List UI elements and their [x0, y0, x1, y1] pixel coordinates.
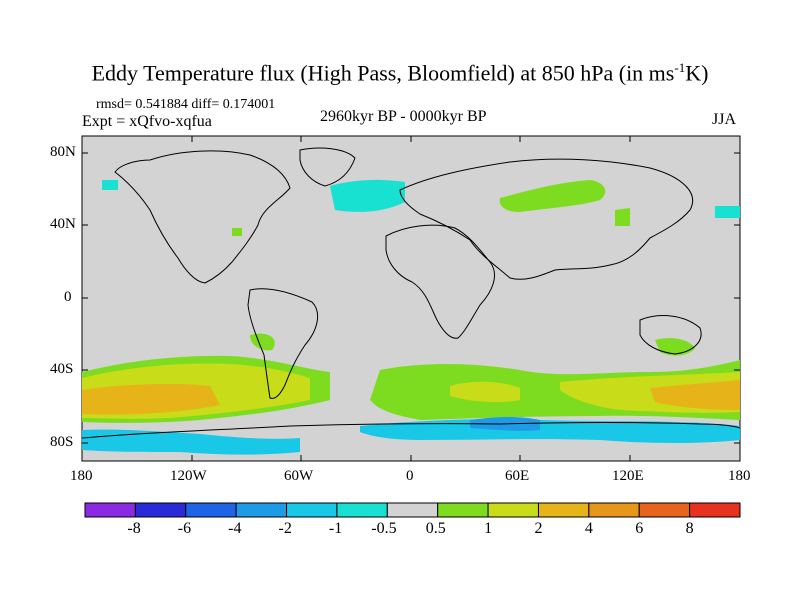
pacific-negative-patch: [715, 206, 740, 218]
colorbar-swatch: [235, 502, 288, 518]
season-label: JJA: [712, 111, 737, 128]
europe-positive-patch: [615, 208, 630, 226]
colorbar-label: 0.5: [425, 520, 446, 537]
colorbar-swatch: [588, 502, 640, 518]
lat-label-0: 0: [64, 289, 72, 305]
lon-label-60w: 60W: [284, 468, 314, 484]
colorbar-swatch: [437, 502, 489, 518]
atlantic-positive-patch: [232, 228, 242, 236]
colorbar-swatch: [638, 502, 691, 518]
lat-label-40s: 40S: [50, 361, 74, 377]
period-label: 2960kyr BP - 0000kyr BP: [320, 108, 487, 125]
colorbar-label: -4: [228, 520, 242, 537]
antarctica-coast: [81, 422, 741, 439]
colorbar-swatch: [185, 502, 237, 518]
north-atlantic-negative-patch: [330, 179, 405, 212]
experiment-label: Expt = xQfvo-xqfua: [82, 113, 212, 130]
colorbar-label: -6: [177, 520, 192, 537]
colorbar-label: 8: [685, 520, 694, 537]
colorbar-label: 4: [584, 520, 593, 537]
colorbar: [84, 502, 741, 518]
colorbar-label: 2: [534, 520, 543, 537]
lon-label-120w: 120W: [170, 468, 207, 484]
colorbar-label: -0.5: [371, 520, 397, 537]
southern-ocean-positive-band: [82, 355, 740, 423]
lon-label-0: 0: [406, 468, 414, 484]
lon-ticks: [81, 136, 741, 461]
lon-label-60e: 60E: [505, 468, 530, 484]
antarctic-coast-negative-band: [82, 417, 740, 455]
lon-label-180-right: 180: [728, 468, 751, 484]
lat-ticks: [82, 152, 740, 444]
colorbar-swatch: [336, 502, 388, 518]
south-america-coast: [247, 288, 319, 399]
figure-title: Eddy Temperature flux (High Pass, Bloomf…: [91, 60, 709, 86]
colorbar-swatch: [689, 502, 741, 518]
greenland-coast: [299, 147, 356, 187]
eurasia-coast: [399, 158, 693, 280]
colorbar-label: -2: [278, 520, 292, 537]
africa-coast: [385, 224, 495, 339]
eurasia-positive-patch: [499, 180, 606, 212]
colorbar-swatch: [84, 502, 136, 518]
colorbar-swatch: [537, 502, 590, 518]
colorbar-label: 1: [484, 520, 493, 537]
south-atlantic-positive-patch: [250, 333, 275, 351]
colorbar-swatch: [134, 502, 187, 518]
lat-label-80n: 80N: [50, 144, 76, 160]
colorbar-label: 6: [635, 520, 644, 537]
colorbar-swatch: [487, 502, 539, 518]
colorbar-swatch: [386, 502, 439, 518]
lon-label-120e: 120E: [612, 468, 644, 484]
lon-label-180-left: 180: [70, 468, 93, 484]
lat-label-80s: 80S: [50, 434, 74, 450]
coastlines: [81, 147, 741, 439]
colorbar-label: -8: [127, 520, 141, 537]
north-america-coast: [114, 150, 291, 284]
australia-coast: [639, 315, 702, 355]
australia-positive-patch: [655, 338, 695, 356]
stats-label: rmsd= 0.541884 diff= 0.174001: [96, 97, 276, 112]
lat-label-40n: 40N: [50, 216, 76, 232]
colorbar-label: -1: [328, 520, 343, 537]
labrador-negative-patch: [102, 180, 118, 190]
colorbar-swatch: [286, 502, 338, 518]
